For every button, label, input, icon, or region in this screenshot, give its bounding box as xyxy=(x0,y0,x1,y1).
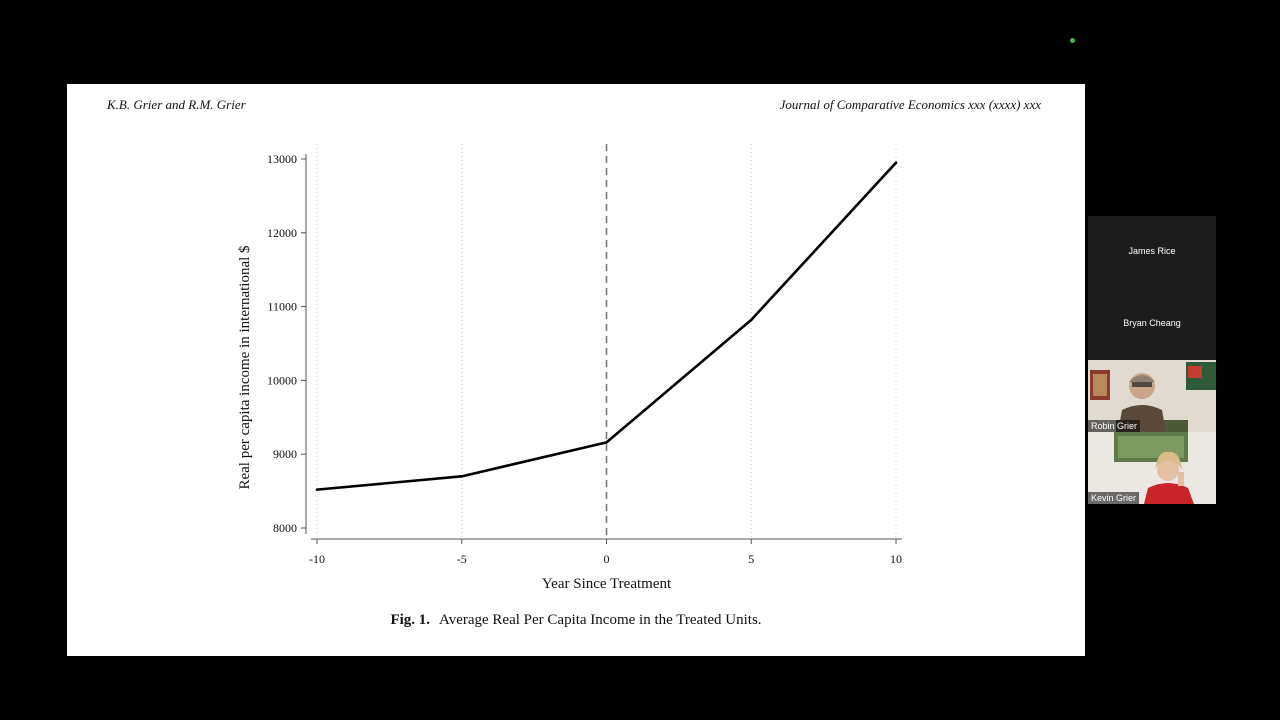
participant-name: Kevin Grier xyxy=(1088,492,1140,504)
participant-tile-robin[interactable]: Robin Grier xyxy=(1088,360,1216,432)
y-tick-label: 11000 xyxy=(267,300,297,314)
y-axis-title: Real per capita income in international … xyxy=(237,245,253,490)
caption-text: Average Real Per Capita Income in the Tr… xyxy=(438,612,762,628)
y-tick-label: 10000 xyxy=(267,373,297,387)
participant-name: James Rice xyxy=(1128,246,1176,256)
x-tick-label: 5 xyxy=(748,552,754,566)
header-journal: Journal of Comparative Economics xxx (xx… xyxy=(779,97,1041,112)
data-point xyxy=(749,318,753,322)
caption-label: Fig. 1. xyxy=(390,612,431,628)
y-tick-label: 13000 xyxy=(267,152,297,166)
status-indicator-dot xyxy=(1070,38,1075,43)
header-authors: K.B. Grier and R.M. Grier xyxy=(107,97,246,112)
x-tick-label: 10 xyxy=(890,552,902,566)
participant-tile-kevin[interactable]: Kevin Grier xyxy=(1088,432,1216,504)
participant-name: Robin Grier xyxy=(1088,420,1141,432)
data-point xyxy=(315,488,319,491)
x-tick-label: 0 xyxy=(604,552,610,566)
data-point xyxy=(605,441,608,444)
x-tick-label: -5 xyxy=(457,552,467,566)
data-point xyxy=(460,475,464,478)
y-tick-label: 12000 xyxy=(267,226,297,240)
x-axis-title: Year Since Treatment xyxy=(542,576,672,592)
x-tick-label: -10 xyxy=(309,552,325,566)
data-point xyxy=(894,161,898,164)
y-tick-label: 8000 xyxy=(273,521,297,535)
shared-screen-slide: K.B. Grier and R.M. Grier Journal of Com… xyxy=(67,84,1085,656)
figure-caption: Fig. 1. Average Real Per Capita Income i… xyxy=(67,612,1085,629)
participant-tile-bryan[interactable]: Bryan Cheang xyxy=(1088,288,1216,360)
participants-panel: James Rice Bryan Cheang Robin Grier xyxy=(1088,216,1216,504)
participant-tile-james[interactable]: James Rice xyxy=(1088,216,1216,288)
participant-name: Bryan Cheang xyxy=(1123,318,1181,328)
y-tick-label: 9000 xyxy=(273,447,297,461)
income-line-chart: 8000 9000 10000 11000 12000 13000 -10 -5 0 5 10 Yea… xyxy=(237,144,902,592)
